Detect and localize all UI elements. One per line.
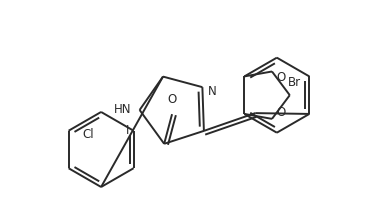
Text: O: O	[167, 93, 177, 106]
Text: Cl: Cl	[82, 128, 94, 141]
Text: Br: Br	[288, 76, 301, 89]
Text: HN: HN	[114, 104, 132, 116]
Text: O: O	[276, 106, 285, 119]
Text: I: I	[126, 124, 130, 137]
Text: O: O	[276, 71, 285, 84]
Text: N: N	[208, 85, 217, 98]
